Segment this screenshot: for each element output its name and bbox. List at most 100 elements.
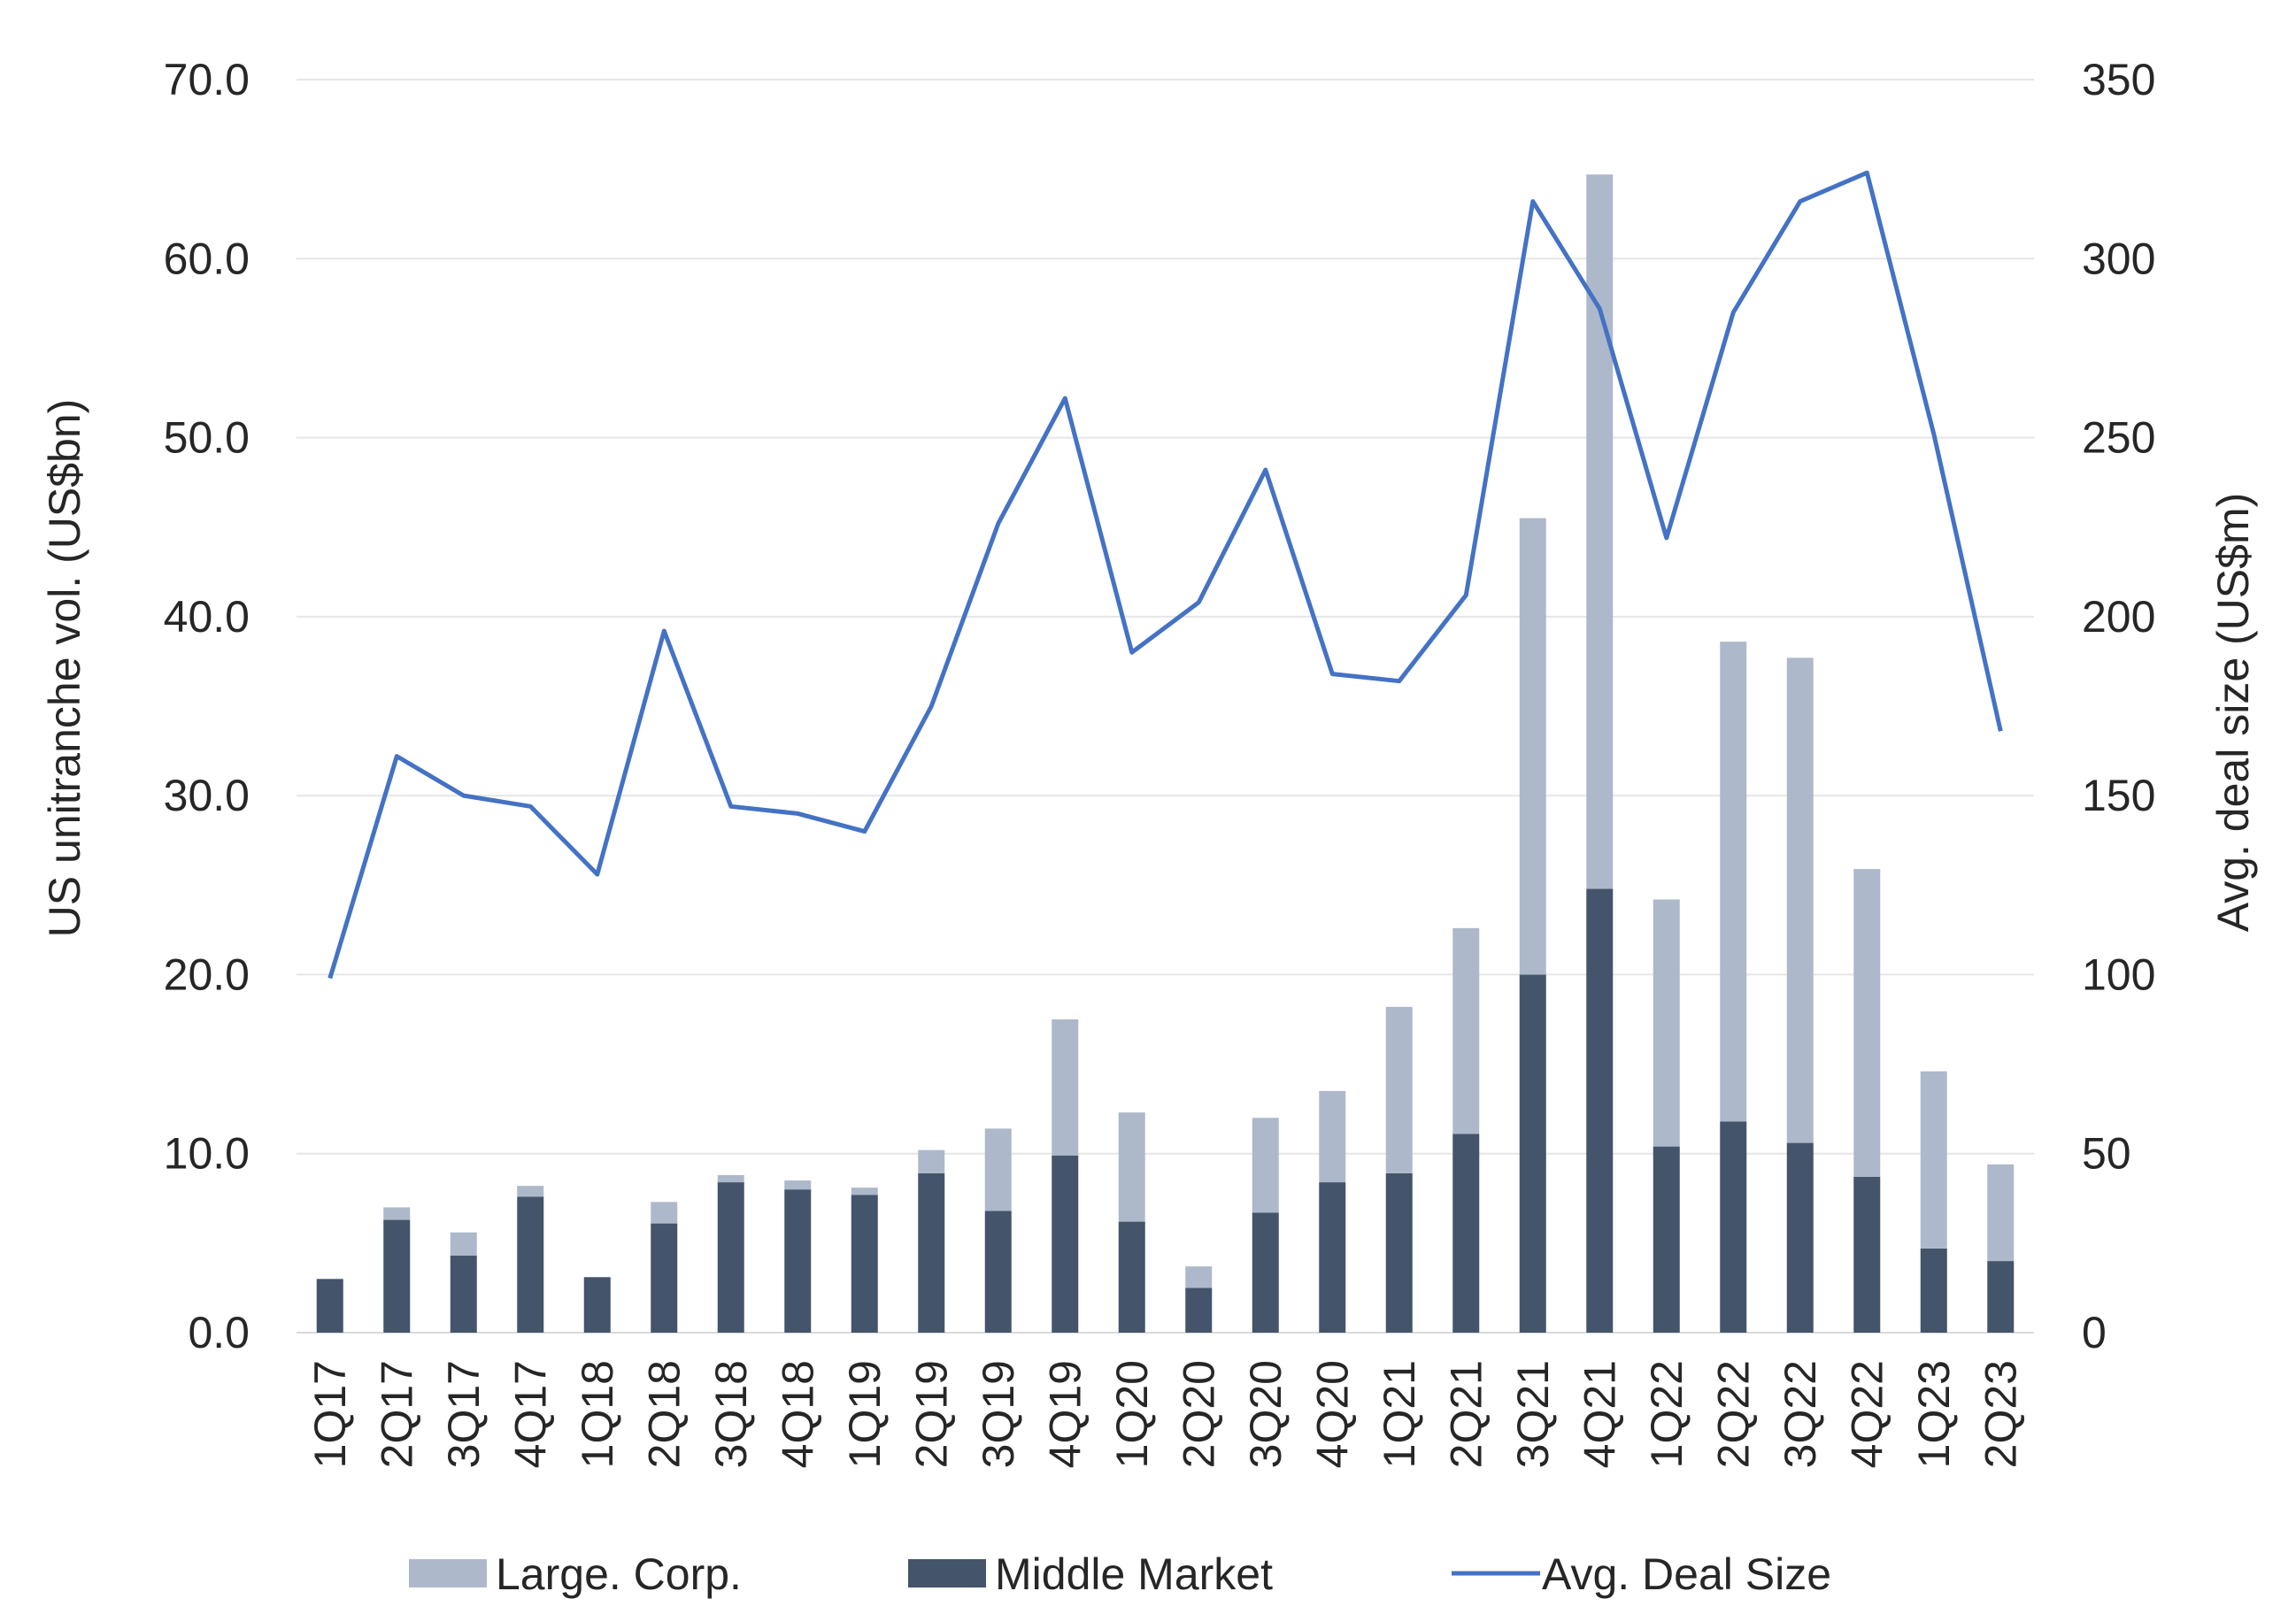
bar-middle-market xyxy=(1385,1172,1413,1333)
x-tick-label: 1Q18 xyxy=(573,1360,622,1468)
x-tick-label: 2Q20 xyxy=(1174,1360,1223,1468)
bar-large-corp xyxy=(1653,899,1680,1147)
bar-middle-market xyxy=(1185,1288,1213,1333)
right-axis-title: Avg. deal size (US$m) xyxy=(2208,493,2258,932)
bar-large-corp xyxy=(1185,1266,1213,1288)
x-tick-label: 3Q19 xyxy=(974,1360,1023,1468)
bar-middle-market xyxy=(517,1196,544,1333)
bar-large-corp xyxy=(1118,1112,1145,1222)
bar-middle-market xyxy=(383,1219,411,1333)
left-tick-label: 0.0 xyxy=(188,1308,250,1357)
bar-middle-market xyxy=(1987,1261,2015,1333)
bar-middle-market xyxy=(784,1189,812,1333)
x-tick-label: 4Q18 xyxy=(773,1360,822,1468)
x-tick-label: 3Q21 xyxy=(1508,1360,1558,1468)
bar-large-corp xyxy=(984,1128,1012,1211)
x-tick-label: 2Q18 xyxy=(639,1360,689,1468)
bar-middle-market xyxy=(1720,1121,1747,1333)
bar-large-corp xyxy=(1987,1164,2015,1262)
bar-middle-market xyxy=(1319,1182,1346,1333)
bar-middle-market xyxy=(851,1195,878,1333)
right-tick-label: 50 xyxy=(2082,1129,2131,1179)
avg-deal-size-line xyxy=(327,170,2003,980)
legend-swatch xyxy=(908,1559,986,1587)
left-tick-label: 40.0 xyxy=(164,592,250,642)
bar-large-corp xyxy=(1452,927,1480,1134)
legend-label: Middle Market xyxy=(995,1549,1273,1599)
right-tick-label: 250 xyxy=(2082,413,2155,463)
x-tick-label: 2Q23 xyxy=(1976,1360,2025,1468)
x-tick-label: 3Q22 xyxy=(1776,1360,1825,1468)
bar-large-corp xyxy=(851,1188,878,1195)
bar-middle-market xyxy=(717,1182,744,1333)
bar-middle-market xyxy=(1786,1142,1814,1333)
legend-swatch xyxy=(409,1559,487,1587)
bar-middle-market xyxy=(1052,1155,1079,1333)
legend-label: Large. Corp. xyxy=(496,1549,742,1599)
left-axis-ticks: 0.0 10.0 20.0 30.0 40.0 50.0 60.0 70.0 xyxy=(164,55,250,1357)
bar-large-corp xyxy=(1252,1118,1279,1213)
x-tick-label: 2Q19 xyxy=(906,1360,956,1468)
x-tick-label: 1Q21 xyxy=(1375,1360,1424,1468)
bar-large-corp xyxy=(1920,1071,1947,1249)
bar-middle-market xyxy=(316,1279,343,1333)
bar-middle-market xyxy=(651,1223,678,1333)
bar-large-corp xyxy=(1519,518,1546,975)
bar-large-corp xyxy=(517,1186,544,1197)
right-tick-label: 0 xyxy=(2082,1308,2107,1357)
bar-middle-market xyxy=(1252,1212,1279,1333)
bar-large-corp xyxy=(1786,657,1814,1143)
bar-middle-market xyxy=(1920,1248,1947,1333)
x-tick-label: 2Q21 xyxy=(1441,1360,1491,1468)
x-tick-label: 1Q19 xyxy=(840,1360,890,1468)
bar-middle-market xyxy=(1653,1146,1680,1333)
bar-large-corp xyxy=(1853,869,1881,1178)
bar-middle-market xyxy=(1519,974,1546,1333)
bar-large-corp xyxy=(651,1202,678,1224)
x-tick-label: 1Q23 xyxy=(1909,1360,1959,1468)
x-tick-label: 3Q18 xyxy=(706,1360,756,1468)
line-series xyxy=(327,170,2003,980)
left-tick-label: 20.0 xyxy=(164,949,250,999)
right-tick-label: 350 xyxy=(2082,55,2155,104)
bar-middle-market xyxy=(1586,888,1614,1333)
bar-middle-market xyxy=(1853,1177,1881,1333)
bar-large-corp xyxy=(717,1174,744,1183)
bar-large-corp xyxy=(383,1207,411,1220)
left-tick-label: 50.0 xyxy=(164,413,250,463)
bar-middle-market xyxy=(450,1256,477,1333)
right-tick-label: 150 xyxy=(2082,771,2155,820)
right-tick-label: 100 xyxy=(2082,949,2155,999)
x-axis-ticks: 1Q17 2Q17 3Q17 4Q17 1Q18 2Q18 3Q18 4Q18 1Q19 2Q19… xyxy=(305,1360,2026,1468)
right-tick-label: 300 xyxy=(2082,234,2155,283)
legend-label: Avg. Deal Size xyxy=(1542,1549,1831,1599)
x-tick-label: 4Q19 xyxy=(1040,1360,1090,1468)
x-tick-label: 4Q22 xyxy=(1842,1360,1892,1468)
bar-large-corp xyxy=(784,1180,812,1190)
left-tick-label: 30.0 xyxy=(164,771,250,820)
x-tick-label: 2Q22 xyxy=(1708,1360,1758,1468)
bar-middle-market xyxy=(1118,1221,1145,1333)
bar-series xyxy=(316,174,2015,1333)
bar-large-corp xyxy=(1385,1006,1413,1173)
bar-large-corp xyxy=(1052,1019,1079,1156)
right-axis-ticks: 0 50 100 150 200 250 300 350 xyxy=(2082,55,2155,1357)
left-axis-title: US unitranche vol. (US$bn) xyxy=(40,399,89,938)
bar-large-corp xyxy=(450,1232,477,1257)
bar-large-corp xyxy=(1586,174,1614,889)
bar-middle-market xyxy=(1452,1134,1480,1333)
legend: Large. Corp. Middle Market Avg. Deal Size xyxy=(409,1549,1831,1599)
x-tick-label: 1Q17 xyxy=(305,1360,355,1468)
bar-middle-market xyxy=(583,1277,611,1333)
x-tick-label: 4Q20 xyxy=(1307,1360,1357,1468)
right-tick-label: 200 xyxy=(2082,592,2155,642)
left-tick-label: 10.0 xyxy=(164,1129,250,1179)
bar-large-corp xyxy=(1319,1090,1346,1183)
x-tick-label: 4Q17 xyxy=(505,1360,555,1468)
gridlines xyxy=(297,79,2034,1334)
left-tick-label: 70.0 xyxy=(164,55,250,104)
bar-large-corp xyxy=(1720,642,1747,1122)
bar-large-corp xyxy=(918,1149,945,1173)
left-tick-label: 60.0 xyxy=(164,234,250,283)
